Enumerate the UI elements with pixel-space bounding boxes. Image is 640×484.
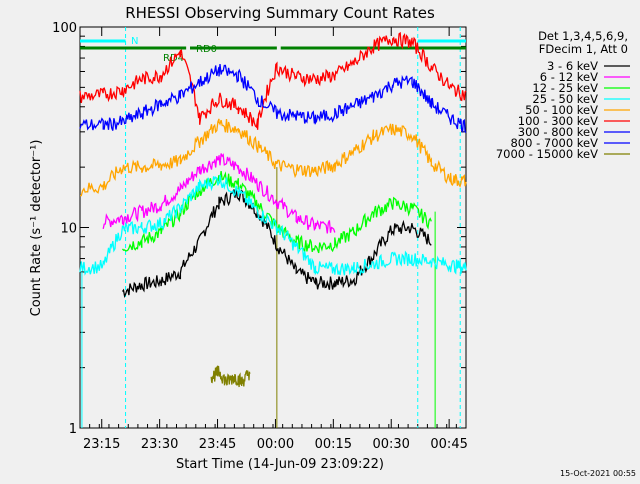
x-tick-label: 23:15 — [83, 437, 120, 452]
legend-label: 800 - 7000 keV — [510, 136, 598, 150]
legend-label: 25 - 50 keV — [532, 92, 598, 106]
night-annotation: N — [131, 36, 138, 47]
series-line-8 — [210, 365, 251, 388]
y-tick-label: 100 — [52, 21, 77, 36]
timestamp-label: 15-Oct-2021 00:55 — [560, 469, 636, 478]
y-axis-label: Count Rate (s⁻¹ detector⁻¹) — [29, 140, 44, 317]
series-line-1 — [102, 153, 336, 234]
rd4-annotation: RD4 — [163, 53, 184, 64]
series-line-5 — [79, 31, 467, 130]
x-tick-label: 00:00 — [257, 437, 294, 452]
y-tick-label: 10 — [60, 222, 77, 237]
legend-label: 6 - 12 keV — [540, 70, 598, 84]
y-tick-label: 1 — [69, 422, 77, 437]
legend-label: 3 - 6 keV — [547, 59, 598, 73]
legend-label: 12 - 25 keV — [532, 81, 598, 95]
legend-label: 100 - 300 keV — [518, 114, 598, 128]
series-line-4 — [80, 118, 467, 197]
legend-label: 50 - 100 keV — [525, 103, 598, 117]
x-tick-label: 00:15 — [315, 437, 352, 452]
legend-header-decimation: FDecim 1, Att 0 — [539, 42, 628, 56]
legend-label: 7000 - 15000 keV — [496, 147, 598, 161]
series-line-2 — [121, 171, 432, 254]
series-line-6 — [79, 64, 467, 134]
series-line-0 — [121, 188, 432, 299]
series-line-3 — [79, 174, 467, 276]
x-axis-label: Start Time (14-Jun-09 23:09:22) — [176, 457, 384, 472]
x-tick-label: 00:45 — [430, 437, 467, 452]
legend-header-detectors: Det 1,3,4,5,6,9, — [538, 29, 628, 43]
x-tick-label: 23:30 — [141, 437, 178, 452]
chart-title: RHESSI Observing Summary Count Rates — [125, 4, 435, 22]
legend-label: 300 - 800 keV — [518, 125, 598, 139]
x-tick-label: 00:30 — [372, 437, 409, 452]
x-tick-label: 23:45 — [199, 437, 236, 452]
